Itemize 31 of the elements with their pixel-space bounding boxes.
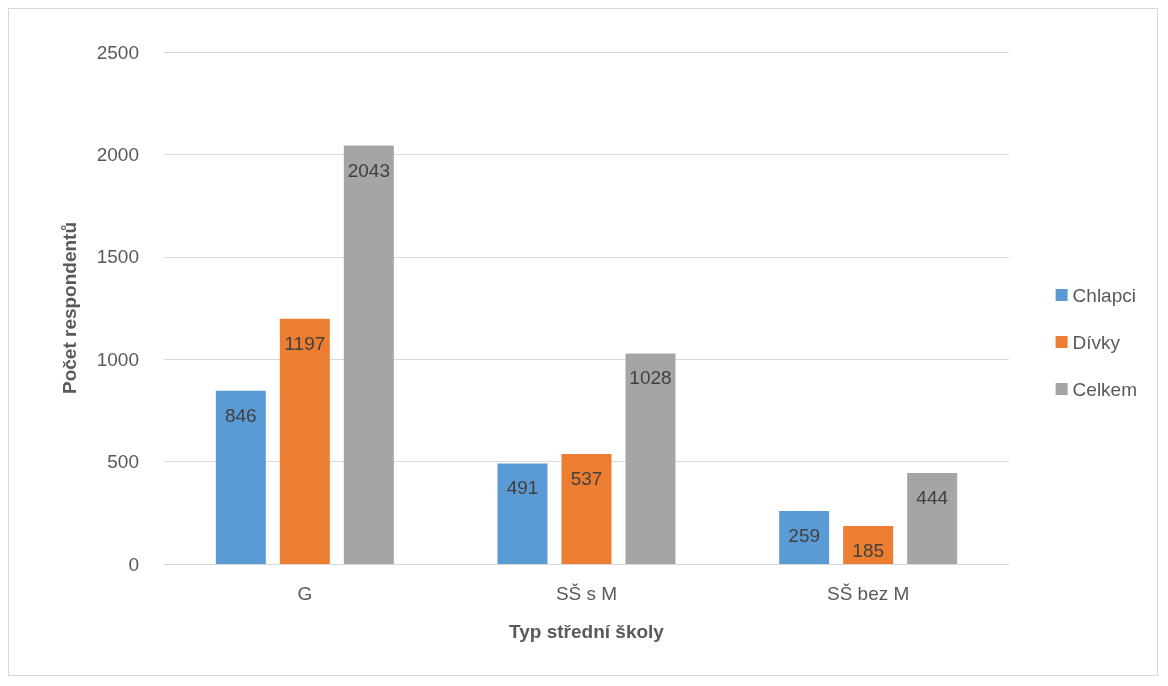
data-label: 1197 — [284, 332, 326, 354]
x-axis-title: Typ střední školy — [509, 621, 665, 642]
legend-label: Dívky — [1072, 331, 1121, 353]
bar — [625, 353, 676, 564]
legend-label: Celkem — [1072, 378, 1137, 400]
data-label: 185 — [852, 540, 885, 562]
legend-label: Chlapci — [1072, 284, 1136, 306]
y-tick-label: 500 — [107, 451, 139, 473]
bar — [279, 318, 330, 564]
bar — [907, 473, 958, 564]
bar — [215, 390, 266, 564]
data-label: 444 — [916, 487, 949, 509]
data-label: 1028 — [629, 367, 672, 389]
data-label: 491 — [506, 477, 539, 499]
x-tick-label: G — [297, 583, 313, 604]
y-tick-label: 0 — [128, 553, 139, 575]
data-label: 537 — [570, 468, 603, 490]
data-label: 259 — [788, 524, 821, 546]
y-tick-label: 2500 — [96, 41, 139, 63]
y-tick-label: 1000 — [96, 348, 139, 370]
y-axis-title: Počet respondentů — [59, 221, 80, 395]
bar — [779, 510, 830, 564]
x-tick-label: SŠ bez M — [826, 583, 910, 604]
bar — [343, 145, 394, 564]
data-label: 2043 — [347, 159, 390, 181]
y-tick-label: 1500 — [96, 246, 139, 268]
y-tick-label: 2000 — [96, 143, 139, 165]
bar — [497, 463, 548, 564]
bar — [561, 454, 612, 564]
data-label: 846 — [224, 404, 257, 426]
x-tick-label: SŠ s M — [555, 583, 618, 604]
